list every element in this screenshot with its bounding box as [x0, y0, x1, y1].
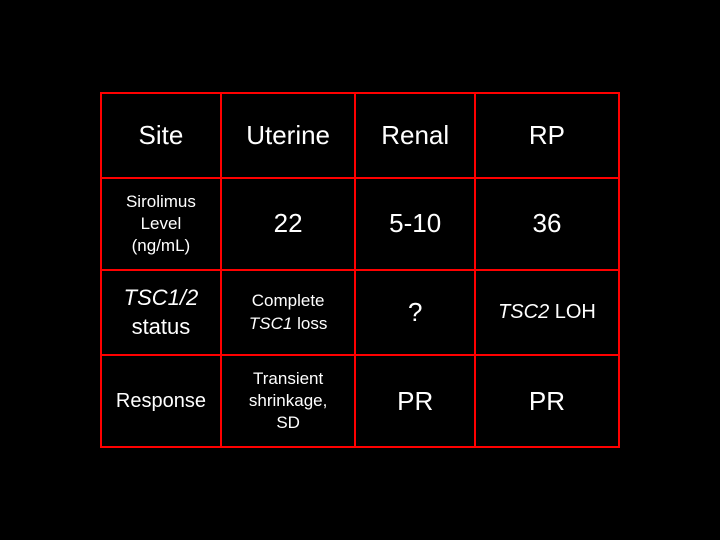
table-row: Response Transient shrinkage, SD PR PR	[101, 355, 619, 447]
header-renal: Renal	[355, 93, 475, 178]
text-line: SD	[276, 413, 300, 432]
table-row: Sirolimus Level (ng/mL) 22 5-10 36	[101, 178, 619, 270]
data-table-container: Site Uterine Renal RP Sirolimus Level (n…	[100, 92, 620, 449]
text-line: Level	[141, 214, 182, 233]
value-renal-response: PR	[355, 355, 475, 447]
header-rp: RP	[475, 93, 619, 178]
table-row: TSC1/2 status Complete TSC1 loss ? TSC2 …	[101, 270, 619, 355]
value-uterine-response: Transient shrinkage, SD	[221, 355, 356, 447]
header-uterine: Uterine	[221, 93, 356, 178]
text-line: Transient	[253, 369, 323, 388]
value-rp-response: PR	[475, 355, 619, 447]
text-line: TSC1/2	[124, 285, 199, 310]
label-sirolimus: Sirolimus Level (ng/mL)	[101, 178, 221, 270]
text-span: TSC2	[498, 301, 549, 323]
clinical-data-table: Site Uterine Renal RP Sirolimus Level (n…	[100, 92, 620, 449]
label-response: Response	[101, 355, 221, 447]
label-tsc-status: TSC1/2 status	[101, 270, 221, 355]
value-uterine-level: 22	[221, 178, 356, 270]
value-rp-level: 36	[475, 178, 619, 270]
value-renal-tsc: ?	[355, 270, 475, 355]
text-line: Complete	[252, 291, 325, 310]
text-line: shrinkage,	[249, 391, 327, 410]
header-site: Site	[101, 93, 221, 178]
value-renal-level: 5-10	[355, 178, 475, 270]
table-row: Site Uterine Renal RP	[101, 93, 619, 178]
text-span: LOH	[549, 301, 596, 323]
text-line: Sirolimus	[126, 192, 196, 211]
text-line: TSC1 loss	[249, 314, 327, 333]
value-rp-tsc: TSC2 LOH	[475, 270, 619, 355]
value-uterine-tsc: Complete TSC1 loss	[221, 270, 356, 355]
text-line: status	[132, 314, 191, 339]
text-line: (ng/mL)	[132, 236, 191, 255]
